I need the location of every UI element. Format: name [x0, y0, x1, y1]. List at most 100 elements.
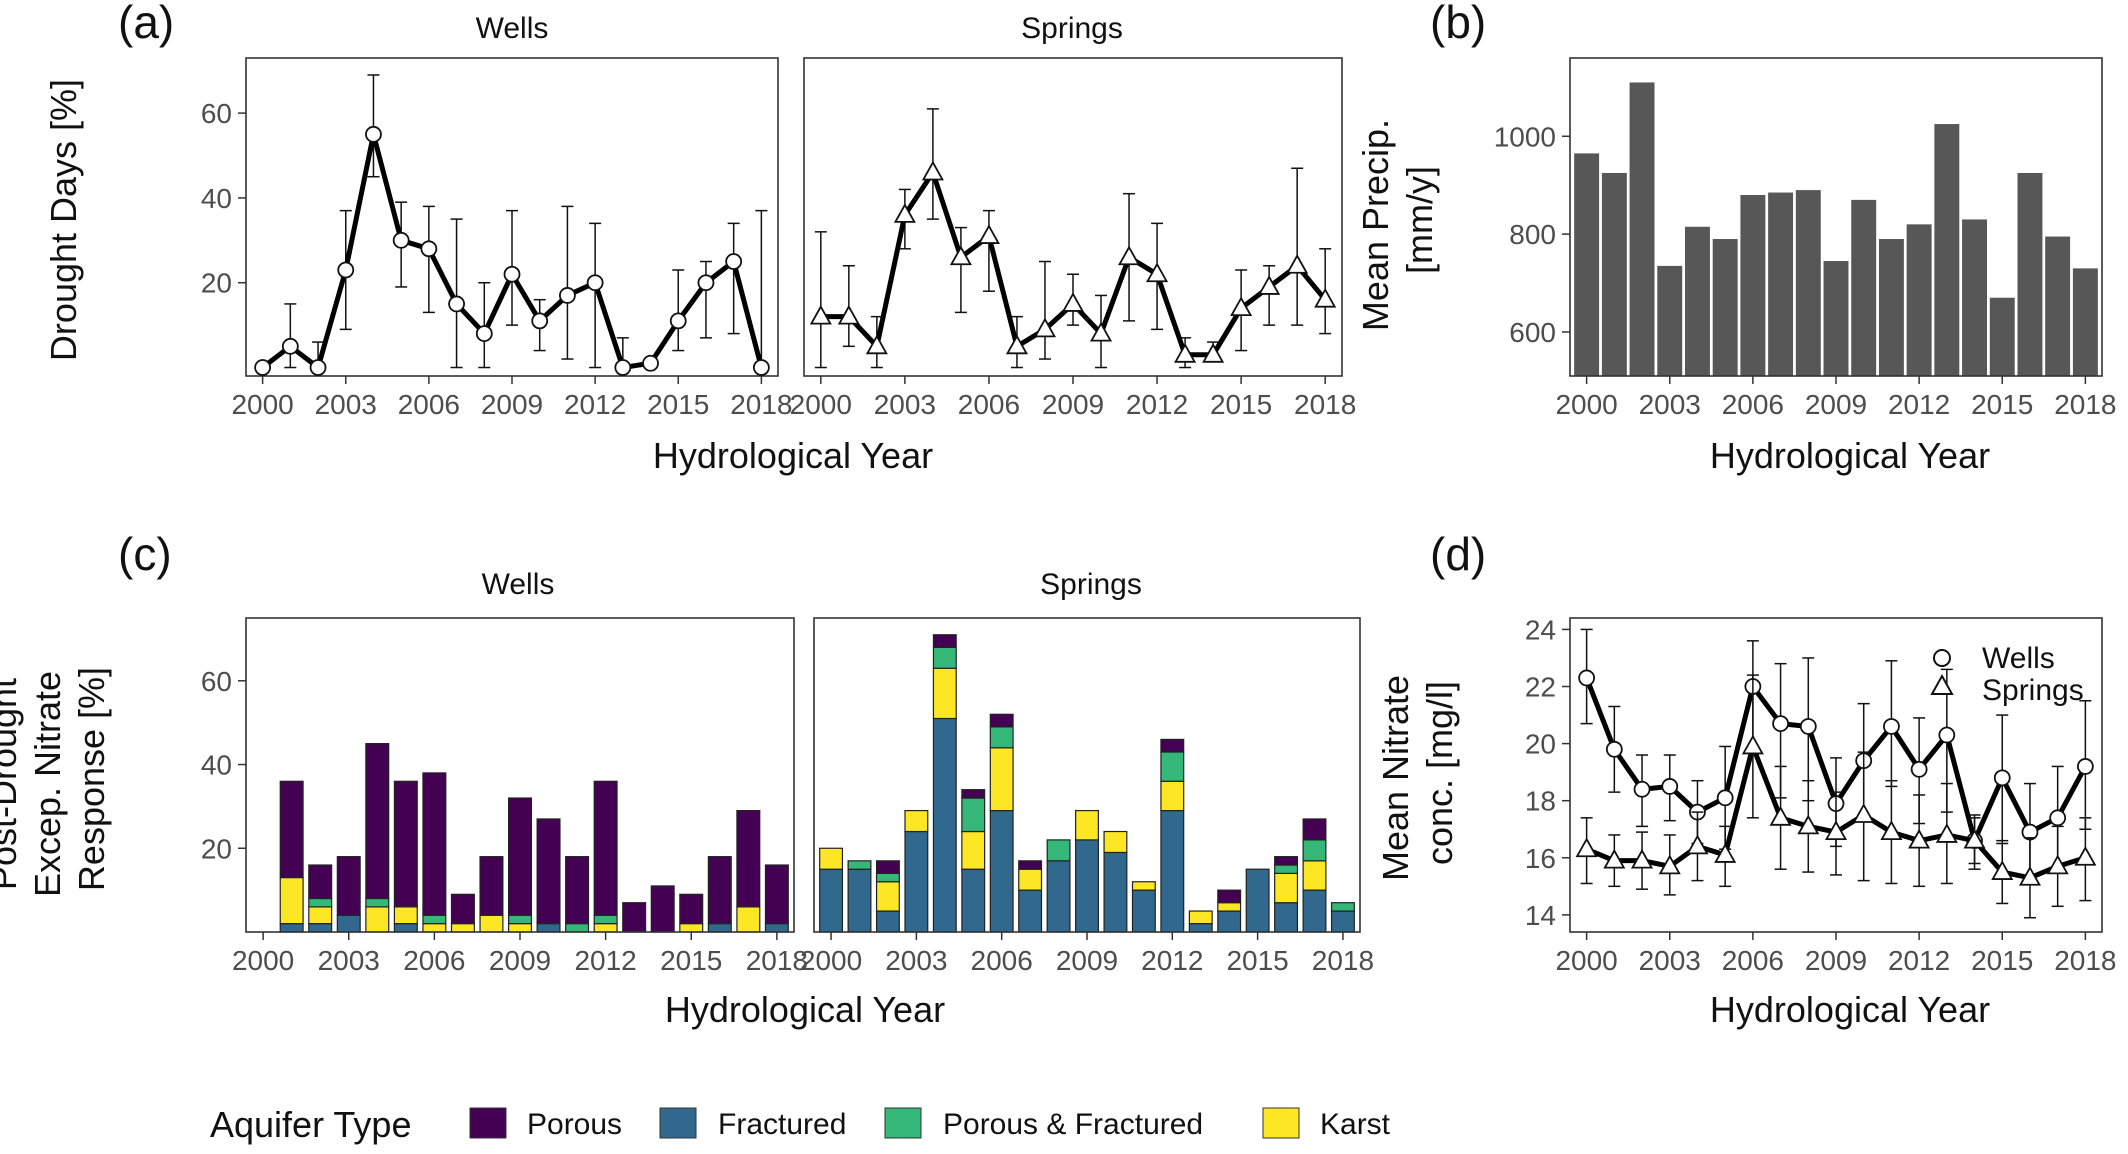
panel-c-wells-bar-segment	[422, 914, 447, 925]
panel-c-springs-bar-segment	[1188, 923, 1213, 933]
panel-a-springs-point	[893, 203, 916, 223]
panel-c-wells-bar-segment	[336, 856, 361, 916]
panel-d-tag: (d)	[1430, 528, 1486, 580]
panel-a-wells-errorbar	[561, 205, 574, 360]
legend-label-porous-fractured: Porous & Fractured	[943, 1108, 1203, 1141]
panel-a-springs-errorbar	[1263, 265, 1276, 326]
panel-c-springs-bar-segment	[1103, 830, 1128, 854]
panel-a-springs-line	[820, 169, 1328, 358]
panel-d-wells-point	[1605, 740, 1623, 758]
panel-a-springs-point	[1258, 275, 1281, 295]
panel-a-wells-point	[559, 287, 576, 304]
panel-c-wells-bar-segment	[365, 897, 390, 908]
panel-b-xtick-label: 2015	[1971, 389, 2033, 420]
panel-a-wells-errorbar	[284, 303, 297, 369]
panel-c-springs-bar-segment	[1302, 839, 1327, 862]
panel-c-wells-ytick-label: 20	[201, 833, 232, 864]
panel-b-xtick-label: 2006	[1722, 389, 1784, 420]
panel-c-tag: (c)	[118, 528, 172, 580]
panel-c-springs-xtick-label: 2015	[1226, 945, 1288, 976]
legend-swatch-porous	[469, 1107, 507, 1139]
panel-b-bar	[1851, 199, 1877, 376]
panel-b-bar	[1684, 226, 1710, 376]
panel-b-bar	[2072, 268, 2098, 376]
panel-c-springs-xtick-label: 2003	[885, 945, 947, 976]
panel-d-springs-point	[1880, 820, 1903, 840]
panel-c-wells-bar-segment	[422, 923, 447, 933]
panel-c-springs-bar-segment	[1274, 856, 1299, 866]
panel-c-springs-bar-segment	[989, 713, 1014, 728]
panel-a-wells-errorbar	[699, 260, 712, 339]
panel-a-wells-point	[586, 274, 604, 292]
panel-d-springs-point	[1797, 814, 1820, 835]
panel-c-wells-xtick-label: 2006	[403, 945, 465, 976]
panel-b-bar	[1629, 82, 1655, 376]
panel-c-springs-bar-segment	[819, 868, 844, 933]
x-axis-title-b: Hydrological Year	[1710, 435, 1990, 476]
facet-label-c-springs: Springs	[1040, 568, 1142, 601]
panel-d-xtick-label: 2003	[1639, 945, 1701, 976]
panel-c-wells-bar-segment	[707, 923, 732, 933]
panel-c-wells-bar-segment	[707, 856, 732, 925]
panel-d-ytick-label: 16	[1525, 843, 1556, 874]
panel-a-wells-point	[725, 253, 743, 270]
panel-c-springs-bar-segment	[1075, 839, 1099, 933]
panel-c-springs-bar-segment	[989, 726, 1014, 749]
panel-a-wells-point	[281, 337, 299, 355]
panel-a-wells-errorbar	[367, 74, 380, 178]
y-axis-title-a: Drought Days [%]	[43, 79, 84, 361]
panel-c-wells-bar-segment	[422, 772, 447, 916]
panel-c-springs-bar-segment	[961, 830, 986, 870]
panel-c-springs-bar-segment	[1103, 851, 1128, 933]
panel-a-springs-point	[1005, 334, 1028, 355]
panel-d-springs-point	[2046, 854, 2069, 875]
panel-a-springs-errorbar	[1038, 260, 1051, 360]
panel-d-xtick-label: 2012	[1888, 945, 1950, 976]
y-axis-title-b-line2: [mm/y]	[1399, 166, 1440, 274]
panel-a-wells-point	[531, 312, 549, 330]
panel-d-xtick-label: 2015	[1971, 945, 2033, 976]
panel-c-wells-bar-segment	[279, 780, 304, 879]
panel-b-bar	[2045, 236, 2071, 376]
panel-d-wells-point	[1716, 789, 1734, 807]
panel-c-wells-xtick-label: 2015	[660, 945, 722, 976]
panel-c-springs-bar-segment	[1274, 902, 1299, 933]
panel-d-springs-point	[1631, 848, 1654, 869]
panel-c-wells-bar-segment	[279, 923, 304, 933]
panel-c-springs-bar-segment	[932, 634, 957, 648]
panel-d-ytick-label: 18	[1525, 786, 1556, 817]
panel-d-springs-point	[1658, 854, 1681, 875]
legend-label-karst: Karst	[1320, 1108, 1391, 1141]
panel-a-springs-point	[837, 304, 860, 325]
panel-b-xtick-label: 2000	[1555, 389, 1617, 420]
panel-d-springs-point	[1824, 820, 1848, 840]
panel-a-wells-xtick-label: 2000	[231, 389, 293, 420]
panel-d-springs-point	[1852, 803, 1875, 823]
panel-d-springs-point	[1769, 805, 1792, 826]
panel-d-xtick-label: 2009	[1805, 945, 1867, 976]
panel-a-wells-xtick-label: 2006	[398, 389, 460, 420]
panel-c-springs-bar-segment	[875, 881, 900, 912]
panel-a-wells-errorbar	[672, 269, 685, 352]
panel-c-wells-bar-segment	[764, 864, 789, 925]
panel-b-bar	[1601, 172, 1627, 376]
x-axis-title-d: Hydrological Year	[1710, 989, 1990, 1030]
panel-d-springs-point	[1714, 843, 1737, 863]
panel-c-springs-bar-segment	[1131, 881, 1156, 891]
panel-b-bar	[1906, 224, 1932, 376]
panel-a-wells-point	[392, 231, 410, 249]
panel-a-wells-point	[669, 312, 687, 330]
panel-d-wells-point	[2049, 809, 2067, 827]
panel-d-ytick-label: 22	[1525, 672, 1556, 703]
panel-c-springs-bar-segment	[1160, 780, 1185, 812]
panel-c-springs-bar-segment	[932, 717, 957, 933]
panel-a-springs-point	[1061, 292, 1085, 312]
panel-a-wells-errorbar	[478, 281, 491, 369]
legend-swatch-porous-fractured	[884, 1107, 922, 1139]
panel-b-bar	[1740, 194, 1766, 376]
panel-c-wells-bar-segment	[679, 893, 704, 925]
panel-c-springs-bar-segment	[847, 860, 872, 870]
panel-a-springs-xtick-label: 2012	[1126, 389, 1188, 420]
panel-c-springs-bar-segment	[1018, 868, 1043, 891]
